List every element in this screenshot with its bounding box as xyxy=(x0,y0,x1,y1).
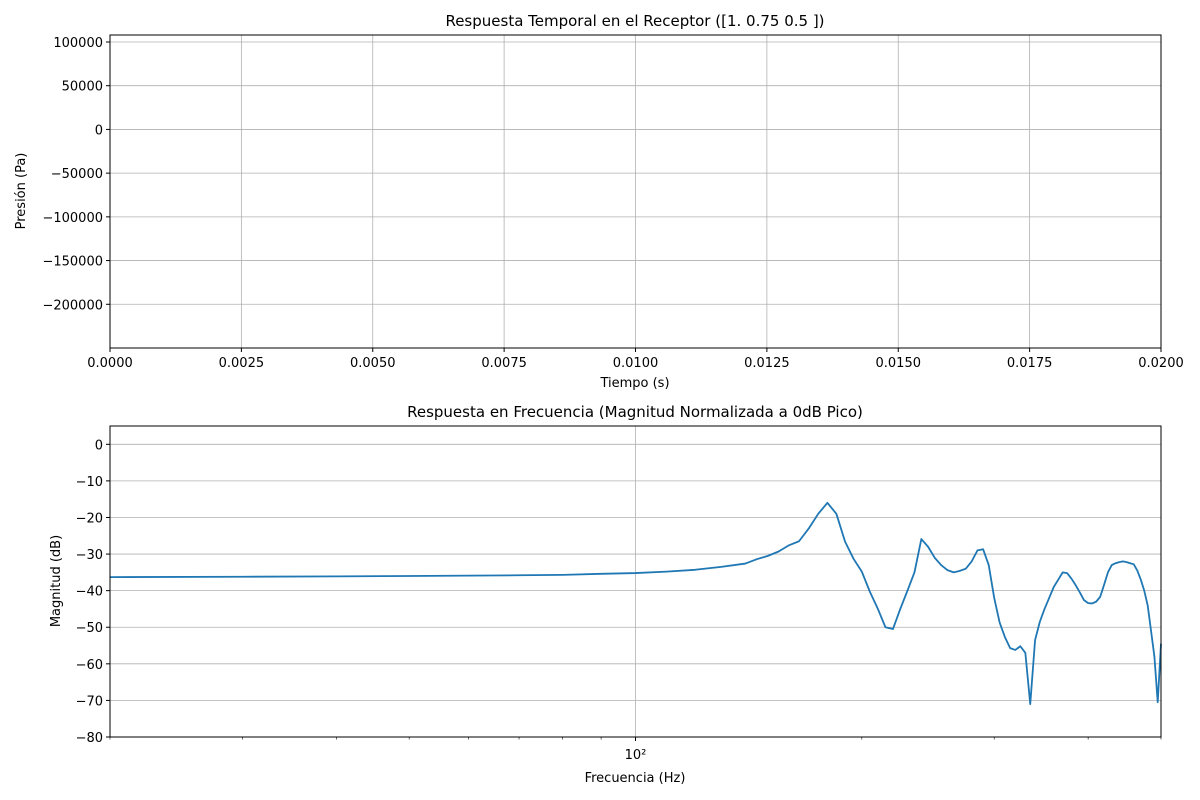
frequency-response-ytick-label: −70 xyxy=(76,694,103,709)
frequency-response-ytick-label: −40 xyxy=(76,585,103,600)
frequency-response-ytick-label: −80 xyxy=(76,731,103,746)
frequency-response-ytick-label: −20 xyxy=(76,511,103,526)
time-response-xlabel: Tiempo (s) xyxy=(599,376,669,391)
frequency-response-xtick-label: 10² xyxy=(625,748,647,763)
time-response-xtick-label: 0.0175 xyxy=(1007,356,1053,371)
time-response-ylabel: Presión (Pa) xyxy=(14,153,29,230)
frequency-response-ytick-label: −60 xyxy=(76,658,103,673)
time-response-ytick-label: −100000 xyxy=(42,211,103,226)
frequency-response-ytick-label: 0 xyxy=(95,438,103,453)
time-response-ytick-label: −150000 xyxy=(42,255,103,270)
time-response-ticks: 0.0000 0.0025 0.0050 0.0075 0.0100 0.0125 0.01… xyxy=(42,36,1183,371)
time-response-ytick-label: 50000 xyxy=(62,80,103,95)
frequency-response-grid xyxy=(110,426,1161,738)
frequency-response-title: Respuesta en Frecuencia (Magnitud Normal… xyxy=(407,403,863,421)
time-response-ytick-label: 0 xyxy=(95,123,103,138)
time-response-xtick-label: 0.0100 xyxy=(613,356,659,371)
time-response-ytick-label: −50000 xyxy=(51,167,103,182)
time-response-xtick-label: 0.0125 xyxy=(744,356,790,371)
frequency-response-ytick-label: −30 xyxy=(76,548,103,563)
frequency-response-series-line xyxy=(109,501,1162,705)
frequency-response-ticks: 10² 0 −10 −20 −30 −40 −50 −60 −70 −80 xyxy=(76,438,1162,763)
time-response-plot-area xyxy=(109,34,1162,349)
time-response-xtick-label: 0.0000 xyxy=(87,356,133,371)
time-response-xtick-label: 0.0075 xyxy=(481,356,527,371)
time-response-title: Respuesta Temporal en el Receptor ([1. 0… xyxy=(445,12,824,30)
frequency-response-chart: 10² 0 −10 −20 −30 −40 −50 −60 −70 −80 Respuesta e… xyxy=(49,403,1162,786)
time-response-grid xyxy=(109,35,1162,348)
time-response-ytick-label: 100000 xyxy=(53,36,103,51)
time-response-xtick-label: 0.0050 xyxy=(350,356,396,371)
frequency-response-ytick-label: −10 xyxy=(76,475,103,490)
time-response-xtick-label: 0.0200 xyxy=(1138,356,1184,371)
frequency-response-ylabel: Magnitud (dB) xyxy=(49,535,64,627)
time-response-xtick-label: 0.0150 xyxy=(876,356,922,371)
time-response-chart: 0.0000 0.0025 0.0050 0.0075 0.0100 0.0125 0.01… xyxy=(14,12,1184,391)
frequency-response-xlabel: Frecuencia (Hz) xyxy=(585,771,686,786)
frequency-response-plot-area xyxy=(109,425,1162,738)
frequency-response-ytick-label: −50 xyxy=(76,621,103,636)
time-response-xtick-label: 0.0025 xyxy=(219,356,265,371)
time-response-ytick-label: −200000 xyxy=(42,298,103,313)
